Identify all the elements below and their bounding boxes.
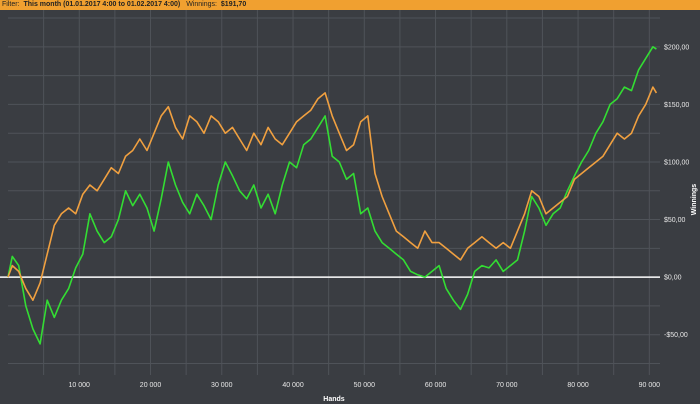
series-layer <box>7 46 658 345</box>
filter-value[interactable]: This month (01.01.2017 4:00 to 01.02.201… <box>23 1 181 8</box>
y-tick-label: -$50,00 <box>664 332 688 339</box>
winnings-label: Winnings: <box>186 1 217 8</box>
y-tick-label: $0,00 <box>664 275 682 282</box>
x-tick-label: 60 000 <box>425 382 447 389</box>
filter-bar[interactable]: Filter: This month (01.01.2017 4:00 to 0… <box>0 0 700 10</box>
x-tick-label: 90 000 <box>639 382 661 389</box>
filter-label: Filter: <box>2 1 20 8</box>
grid-horizontal <box>8 17 660 364</box>
x-tick-label: 70 000 <box>496 382 518 389</box>
series-line-2 <box>7 86 658 301</box>
x-tick-label: 80 000 <box>567 382 589 389</box>
y-axis-title: Winnings <box>691 184 698 216</box>
x-axis-title: Hands <box>323 396 345 403</box>
y-tick-label: $50,00 <box>664 217 686 224</box>
series-line-1 <box>7 46 657 345</box>
y-axis-ticks: -$50,00 $0,00 $50,00 $100,00 $150,00 $200,00 <box>664 44 689 339</box>
y-tick-label: $100,00 <box>664 159 689 166</box>
grid-vertical <box>43 10 650 375</box>
winnings-chart: 10 000 20 000 30 000 40 000 50 000 60 000 70 0… <box>0 10 698 403</box>
x-tick-label: 10 000 <box>69 382 91 389</box>
x-tick-label: 20 000 <box>140 382 162 389</box>
x-tick-label: 50 000 <box>354 382 376 389</box>
y-tick-label: $150,00 <box>664 102 689 109</box>
x-axis-ticks: 10 000 20 000 30 000 40 000 50 000 60 000 70 0… <box>69 382 661 389</box>
winnings-value: $191,70 <box>220 1 247 8</box>
y-tick-label: $200,00 <box>664 44 689 51</box>
x-tick-label: 40 000 <box>282 382 304 389</box>
x-tick-label: 30 000 <box>211 382 233 389</box>
